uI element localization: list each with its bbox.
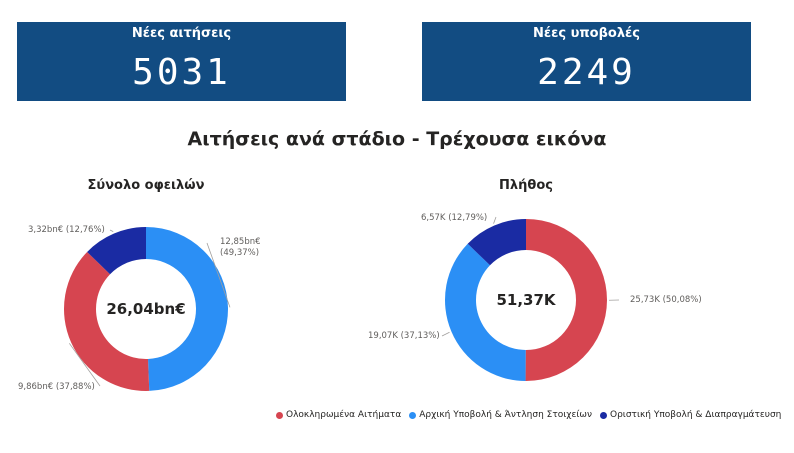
- chart-title: Πλήθος: [499, 178, 553, 193]
- legend-label: Ολοκληρωμένα Αιτήματα: [286, 410, 402, 420]
- leader-line: [109, 229, 114, 233]
- kpi-label: Νέες αιτήσεις: [131, 26, 232, 41]
- chart-title: Σύνολο οφειλών: [88, 178, 205, 193]
- kpi-card-new-requests: Νέες αιτήσεις 5031: [17, 22, 346, 101]
- data-label: 3,32bn€ (12,76%): [28, 225, 105, 235]
- legend-marker: [599, 411, 607, 419]
- leader-line: [493, 216, 497, 224]
- donut-center-label: 26,04bn€: [106, 300, 185, 318]
- kpi-value: 2249: [537, 52, 636, 93]
- donut-slice: [444, 243, 526, 381]
- donut-slice: [146, 227, 228, 391]
- donut-slice: [467, 219, 526, 266]
- data-label: 9,86bn€ (37,88%): [18, 382, 95, 392]
- data-label: 6,57K (12,79%): [421, 213, 487, 223]
- donut-slice: [525, 219, 607, 381]
- donut-center-label: 51,37K: [496, 291, 556, 309]
- data-label: 19,07K (37,13%): [368, 331, 440, 341]
- kpi-card-new-submissions: Νέες υποβολές 2249: [422, 22, 751, 101]
- donut-slice: [87, 227, 146, 275]
- donut-slice: [63, 251, 150, 391]
- legend-label: Αρχική Υποβολή & Άντληση Στοιχείων: [419, 410, 592, 420]
- legend-marker: [276, 411, 283, 419]
- data-label: (49,37%): [220, 248, 259, 258]
- legend-item[interactable]: Αρχική Υποβολή & Άντληση Στοιχείων: [409, 410, 592, 420]
- section-title: Αιτήσεις ανά στάδιο - Τρέχουσα εικόνα: [187, 128, 607, 150]
- legend-item[interactable]: Ολοκληρωμένα Αιτήματα: [276, 410, 401, 420]
- legend-marker: [409, 411, 417, 419]
- leader-line: [206, 242, 231, 308]
- legend-item[interactable]: Οριστική Υποβολή & Διαπραγμάτευση: [599, 410, 782, 420]
- kpi-value: 5031: [132, 52, 231, 93]
- data-label: 25,73K (50,08%): [630, 295, 702, 305]
- legend-label: Οριστική Υποβολή & Διαπραγμάτευση: [609, 410, 782, 420]
- data-label: 12,85bn€: [220, 237, 261, 247]
- chart-legend: Ολοκληρωμένα Αιτήματα Αρχική Υποβολή & Άν…: [276, 410, 781, 420]
- kpi-label: Νέες υποβολές: [533, 26, 640, 41]
- leader-line: [441, 331, 450, 337]
- leader-line: [68, 343, 101, 387]
